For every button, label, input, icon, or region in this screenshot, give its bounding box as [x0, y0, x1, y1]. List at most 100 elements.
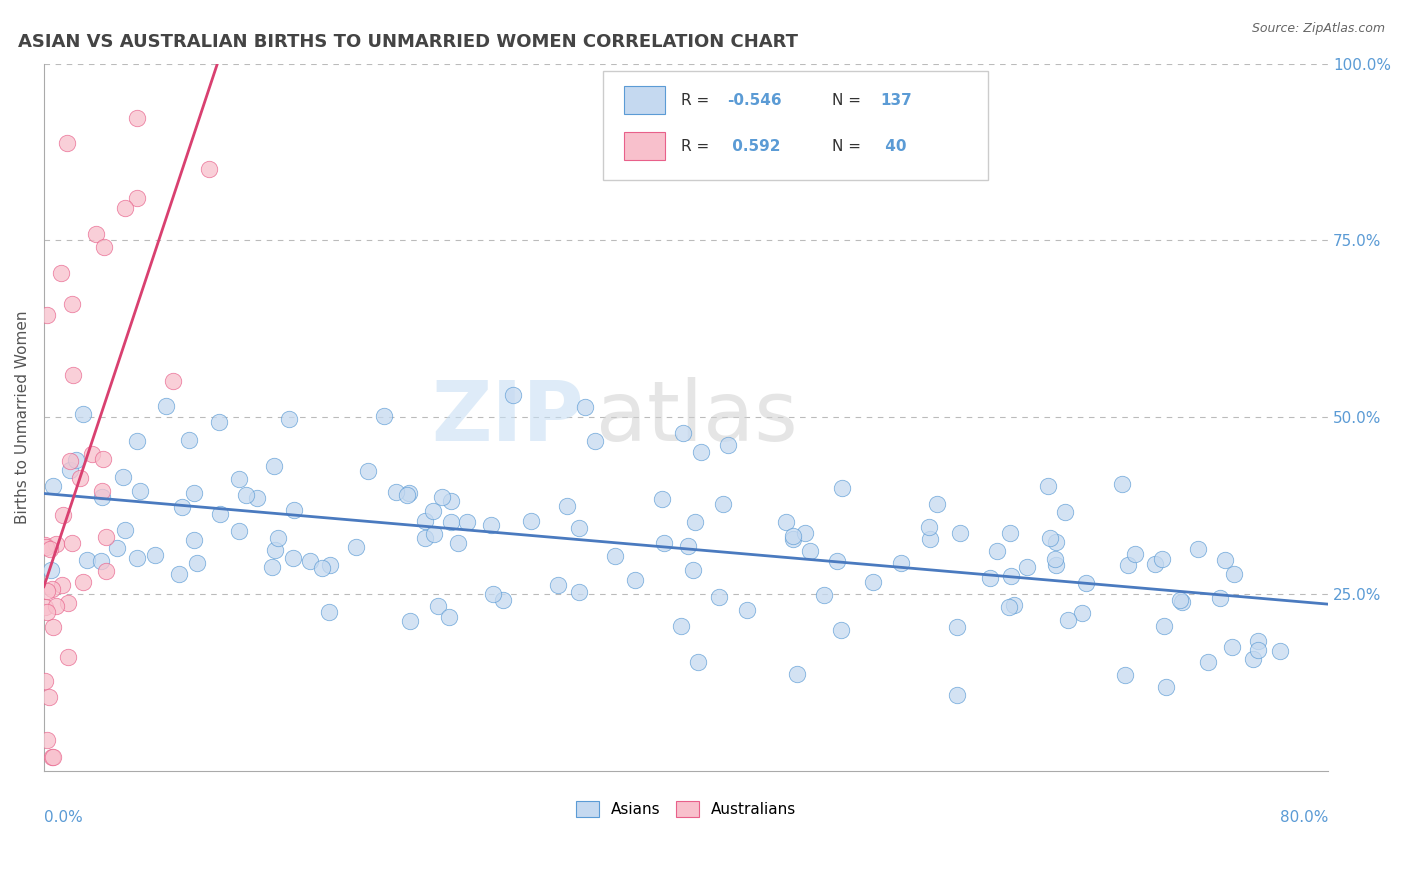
Point [624, 573, 647, 587]
Point [422, 504, 444, 518]
Point [278, 412, 301, 426]
Point [481, 586, 503, 600]
Point [568, 585, 591, 599]
Point [1268, 644, 1291, 658]
Y-axis label: Births to Unmarried Women: Births to Unmarried Women [15, 310, 30, 524]
Point [786, 666, 808, 681]
Point [1209, 591, 1232, 606]
Text: 80.0%: 80.0% [1279, 810, 1329, 824]
Point [281, 551, 304, 566]
Point [125, 434, 148, 448]
Point [127, 191, 149, 205]
Point [112, 470, 135, 484]
Point [266, 531, 288, 545]
Point [1247, 642, 1270, 657]
Point [440, 515, 463, 529]
Point [72, 407, 94, 421]
Point [1004, 598, 1026, 612]
Point [263, 459, 285, 474]
Point [35, 583, 58, 598]
Point [198, 161, 221, 176]
Point [652, 536, 675, 550]
Point [479, 518, 502, 533]
Point [491, 593, 513, 607]
Point [690, 444, 713, 458]
Point [55, 136, 77, 150]
Point [799, 544, 821, 558]
Point [413, 514, 436, 528]
Point [890, 557, 912, 571]
Point [986, 543, 1008, 558]
Point [84, 227, 107, 242]
Point [423, 527, 446, 541]
Point [105, 541, 128, 555]
Point [319, 558, 342, 573]
Point [183, 486, 205, 500]
Point [1000, 569, 1022, 583]
FancyBboxPatch shape [603, 70, 988, 180]
Point [1168, 593, 1191, 607]
Point [998, 526, 1021, 541]
Point [235, 488, 257, 502]
Point [167, 566, 190, 581]
Point [37, 732, 59, 747]
Point [862, 574, 884, 589]
Point [1153, 619, 1175, 633]
Point [62, 368, 84, 382]
Point [830, 623, 852, 637]
Point [311, 561, 333, 575]
Point [60, 297, 83, 311]
Point [831, 481, 853, 495]
Point [437, 610, 460, 624]
Point [186, 556, 208, 570]
Point [42, 620, 65, 634]
Point [676, 539, 699, 553]
Point [813, 588, 835, 602]
Point [1213, 553, 1236, 567]
Point [1045, 535, 1067, 549]
Point [114, 201, 136, 215]
Point [228, 472, 250, 486]
Text: ZIP: ZIP [430, 376, 583, 458]
Text: 0.0%: 0.0% [44, 810, 83, 824]
Point [717, 438, 740, 452]
Point [1223, 566, 1246, 581]
Point [430, 490, 453, 504]
Point [45, 599, 67, 613]
Point [918, 520, 941, 534]
Point [440, 494, 463, 508]
Point [82, 447, 104, 461]
Point [1114, 668, 1136, 682]
Point [38, 690, 60, 704]
Point [413, 531, 436, 545]
Point [651, 491, 673, 506]
Point [34, 673, 56, 688]
Point [373, 409, 395, 424]
Point [683, 515, 706, 529]
Point [1111, 476, 1133, 491]
Point [782, 529, 804, 543]
Point [1043, 552, 1066, 566]
Point [1015, 560, 1038, 574]
Point [775, 515, 797, 529]
Legend: Asians, Australians: Asians, Australians [569, 795, 803, 823]
Point [127, 551, 149, 566]
Point [183, 533, 205, 547]
Point [228, 524, 250, 538]
Point [59, 463, 82, 477]
Point [34, 538, 56, 552]
Point [41, 582, 63, 596]
Point [39, 542, 62, 557]
Point [41, 479, 63, 493]
Point [62, 536, 84, 550]
Text: 0.592: 0.592 [727, 139, 780, 153]
Text: R =: R = [681, 93, 714, 108]
Point [94, 564, 117, 578]
Point [41, 749, 63, 764]
Point [502, 388, 524, 402]
Point [59, 454, 82, 468]
Point [395, 488, 418, 502]
Point [37, 308, 59, 322]
Point [782, 532, 804, 546]
Point [65, 453, 87, 467]
